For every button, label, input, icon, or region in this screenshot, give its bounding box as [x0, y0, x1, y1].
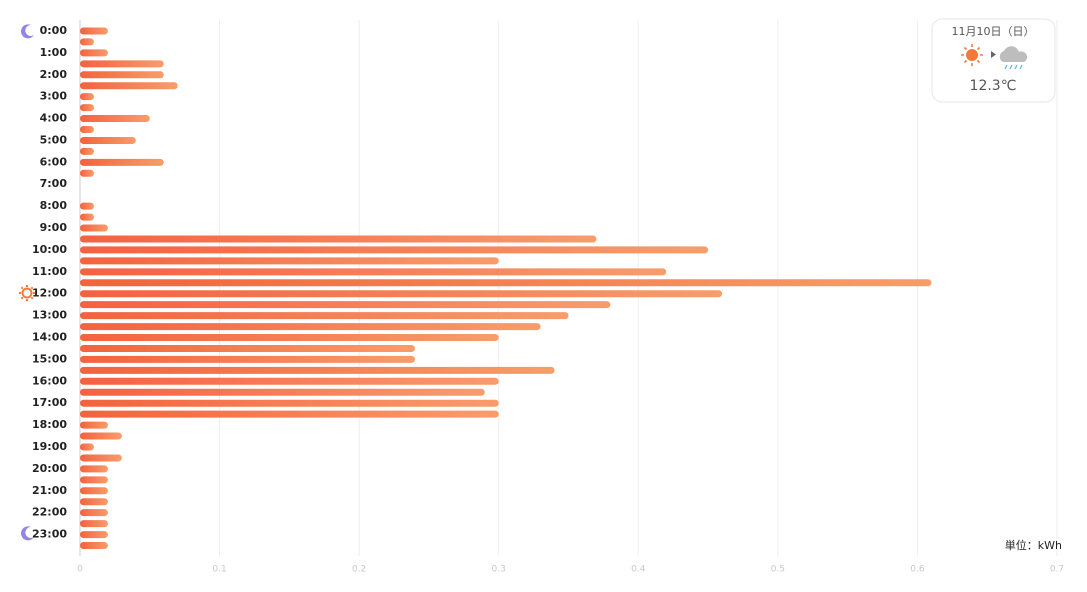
y-tick-label: 0:00	[40, 24, 68, 37]
bar	[80, 224, 108, 232]
y-tick-label: 21:00	[32, 484, 67, 497]
y-tick-label: 12:00	[32, 287, 67, 300]
x-tick-label: 0.5	[771, 565, 785, 575]
y-tick-label: 9:00	[40, 221, 68, 234]
bar	[80, 410, 499, 418]
y-tick-label: 8:00	[40, 199, 68, 212]
bar	[80, 246, 709, 254]
bar	[80, 334, 499, 342]
bar	[80, 147, 94, 155]
bar	[80, 476, 108, 484]
bar	[80, 388, 485, 396]
bar	[80, 421, 108, 429]
bar	[80, 465, 108, 473]
y-tick-label: 16:00	[32, 374, 67, 387]
bar	[80, 93, 94, 101]
bar	[80, 169, 94, 177]
y-tick-label: 13:00	[32, 309, 67, 322]
bar	[80, 158, 164, 166]
y-tick-label: 17:00	[32, 396, 67, 409]
weather-sun	[961, 44, 983, 66]
bar	[80, 104, 94, 112]
y-tick-label: 7:00	[40, 177, 68, 190]
bar	[80, 126, 94, 134]
bar	[80, 312, 569, 320]
bar	[80, 115, 150, 123]
x-tick-label: 0.1	[212, 565, 226, 575]
weather-arrow	[991, 51, 996, 58]
y-tick-label: 23:00	[32, 528, 67, 541]
bar	[80, 443, 94, 451]
y-tick-label: 2:00	[40, 68, 68, 81]
bar	[80, 301, 611, 309]
weather-rain	[999, 46, 1028, 70]
y-tick-label: 5:00	[40, 133, 68, 146]
bar	[80, 454, 122, 462]
bar	[80, 257, 499, 265]
bar	[80, 235, 597, 243]
weather-card	[931, 18, 1056, 103]
sun-icon	[19, 285, 35, 301]
bar	[80, 355, 415, 363]
y-tick-label: 20:00	[32, 462, 67, 475]
y-tick-label: 10:00	[32, 243, 67, 256]
grid	[79, 20, 1058, 556]
x-tick-label: 0.4	[631, 565, 646, 575]
bar	[80, 38, 94, 46]
unit-label: 単位：kWh	[1005, 538, 1062, 552]
bar	[80, 323, 541, 331]
bar	[80, 82, 178, 90]
bar	[80, 366, 555, 374]
y-tick-label: 18:00	[32, 418, 67, 431]
bar	[80, 290, 723, 298]
bar	[80, 377, 499, 385]
bar	[80, 520, 108, 528]
bar	[80, 432, 122, 440]
bar	[80, 542, 108, 550]
x-tick-label: 0.6	[910, 565, 925, 575]
y-tick-label: 1:00	[40, 46, 68, 59]
bar	[80, 71, 164, 79]
x-tick-label: 0.3	[492, 565, 506, 575]
bar	[80, 498, 108, 506]
bar	[80, 399, 499, 407]
x-tick-label: 0.2	[352, 565, 366, 575]
y-tick-label: 15:00	[32, 352, 67, 365]
bar	[80, 531, 108, 539]
bar	[80, 268, 667, 276]
x-tick-label: 0	[77, 565, 83, 575]
bar	[80, 27, 108, 35]
bars	[80, 27, 932, 550]
bar	[80, 509, 108, 517]
moon-icon	[21, 24, 34, 39]
bar	[80, 202, 94, 210]
y-tick-label: 3:00	[40, 90, 68, 103]
bar	[80, 49, 108, 57]
bar	[80, 60, 164, 68]
weather-date: 11月10日（日）	[952, 25, 1035, 38]
bar	[80, 344, 415, 352]
weather-temperature: 12.3℃	[970, 78, 1017, 94]
bar	[80, 136, 136, 144]
moon-icon	[21, 526, 34, 541]
x-tick-label: 0.7	[1050, 565, 1064, 575]
y-tick-label: 4:00	[40, 112, 68, 125]
y-tick-label: 19:00	[32, 440, 67, 453]
bar	[80, 279, 932, 287]
y-tick-label: 11:00	[32, 265, 67, 278]
bar	[80, 213, 94, 221]
y-tick-label: 14:00	[32, 331, 67, 344]
bar	[80, 487, 108, 495]
y-tick-label: 6:00	[40, 155, 68, 168]
y-tick-label: 22:00	[32, 506, 67, 519]
